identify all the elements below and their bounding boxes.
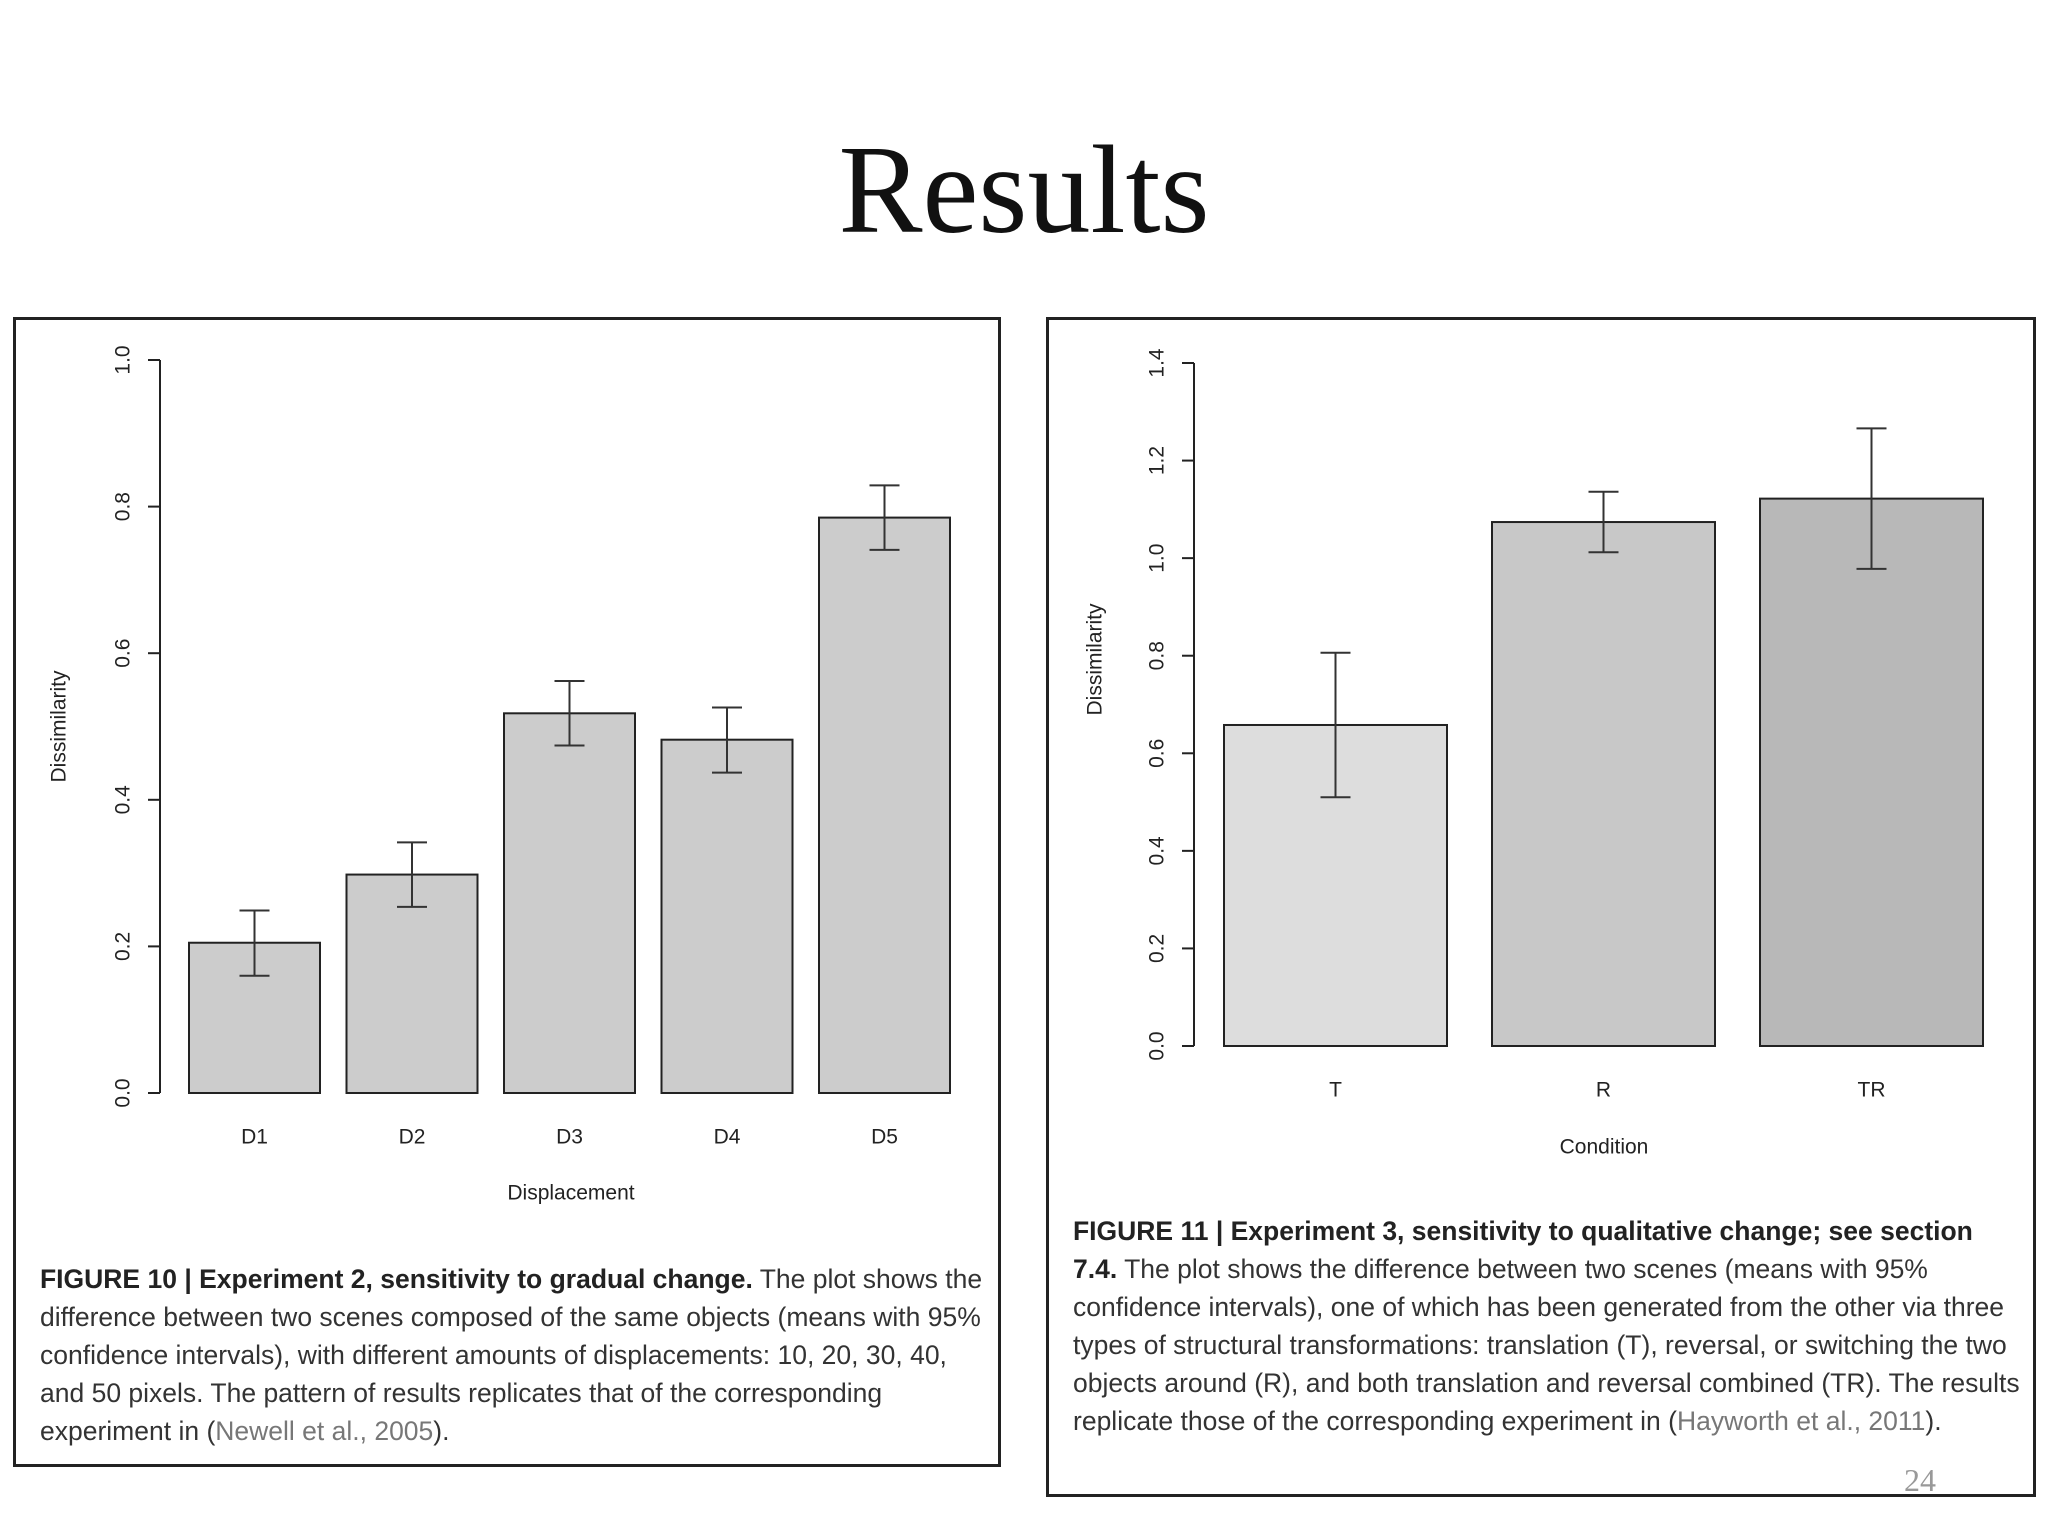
page-number: 24 [1904, 1462, 1936, 1498]
x-axis-title: Displacement [507, 1182, 634, 1205]
y-tick-label: 0.8 [112, 492, 135, 521]
figure-10-caption: FIGURE 10 | Experiment 2, sensitivity to… [40, 1260, 990, 1450]
x-tick-label-d4: D4 [714, 1126, 741, 1149]
y-tick-label: 1.2 [1146, 446, 1169, 475]
figure-10-citation[interactable]: Newell et al., 2005 [215, 1416, 434, 1446]
y-tick-label: 0.6 [1146, 739, 1169, 768]
figure-11-citation[interactable]: Hayworth et al., 2011 [1676, 1406, 1926, 1436]
x-tick-label-d1: D1 [241, 1126, 268, 1149]
bar-d4 [660, 738, 794, 1094]
figure-10-caption-text: The plot shows the difference between tw… [40, 1264, 983, 1446]
y-tick-label: 1.0 [112, 345, 135, 374]
y-tick-label: 1.4 [1146, 348, 1169, 378]
x-tick-label-r: R [1596, 1079, 1611, 1102]
figure-11-caption-label: FIGURE 11 | Experiment 3, sensitivity to… [1073, 1216, 1973, 1284]
figure-11-caption: FIGURE 11 | Experiment 3, sensitivity to… [1073, 1212, 2023, 1440]
y-tick-label: 1.0 [1146, 544, 1169, 573]
x-tick-label-d5: D5 [871, 1126, 898, 1149]
figure-10-chart: 0.0 0.2 0.4 0.6 0.8 1.0 Dissimilarity D1 D2 D3 D4 D… [48, 345, 951, 1205]
bar-d2 [345, 873, 479, 1094]
x-tick-label-tr: TR [1858, 1079, 1886, 1102]
y-tick-label: 0.4 [1146, 836, 1169, 866]
y-tick-label: 0.2 [1146, 934, 1169, 963]
slide-title: Results [838, 121, 1210, 260]
x-tick-label-d3: D3 [556, 1126, 583, 1149]
x-axis-title: Condition [1560, 1136, 1649, 1159]
x-tick-label-t: T [1329, 1079, 1342, 1102]
figure-11-caption-text: The plot shows the difference between tw… [1073, 1254, 2020, 1436]
figure-11-caption-end: ). [1925, 1406, 1942, 1436]
y-tick-label: 0.4 [112, 785, 135, 815]
bar-d3 [503, 712, 636, 1094]
y-axis-title: Dissimilarity [1084, 603, 1107, 715]
figure-10-caption-label: FIGURE 10 | Experiment 2, sensitivity to… [40, 1264, 753, 1294]
y-tick-label: 0.0 [112, 1078, 135, 1107]
y-tick-label: 0.2 [112, 932, 135, 961]
y-tick-label: 0.6 [112, 639, 135, 668]
bar-tr [1759, 497, 1984, 1048]
figure-10-panel: 0.0 0.2 0.4 0.6 0.8 1.0 Dissimilarity D1 D2 D3 D4 D… [13, 317, 1001, 1467]
bar-d5 [818, 516, 951, 1095]
y-tick-label: 0.8 [1146, 641, 1169, 670]
x-tick-label-d2: D2 [399, 1126, 426, 1149]
figure-10-caption-end: ). [433, 1416, 450, 1446]
figure-11-panel: 0.0 0.2 0.4 0.6 0.8 1.0 1.2 1.4 Dissimilarity T R T… [1046, 317, 2036, 1497]
bar-r [1491, 521, 1716, 1047]
y-tick-label: 0.0 [1146, 1031, 1169, 1060]
y-axis-title: Dissimilarity [48, 670, 71, 782]
